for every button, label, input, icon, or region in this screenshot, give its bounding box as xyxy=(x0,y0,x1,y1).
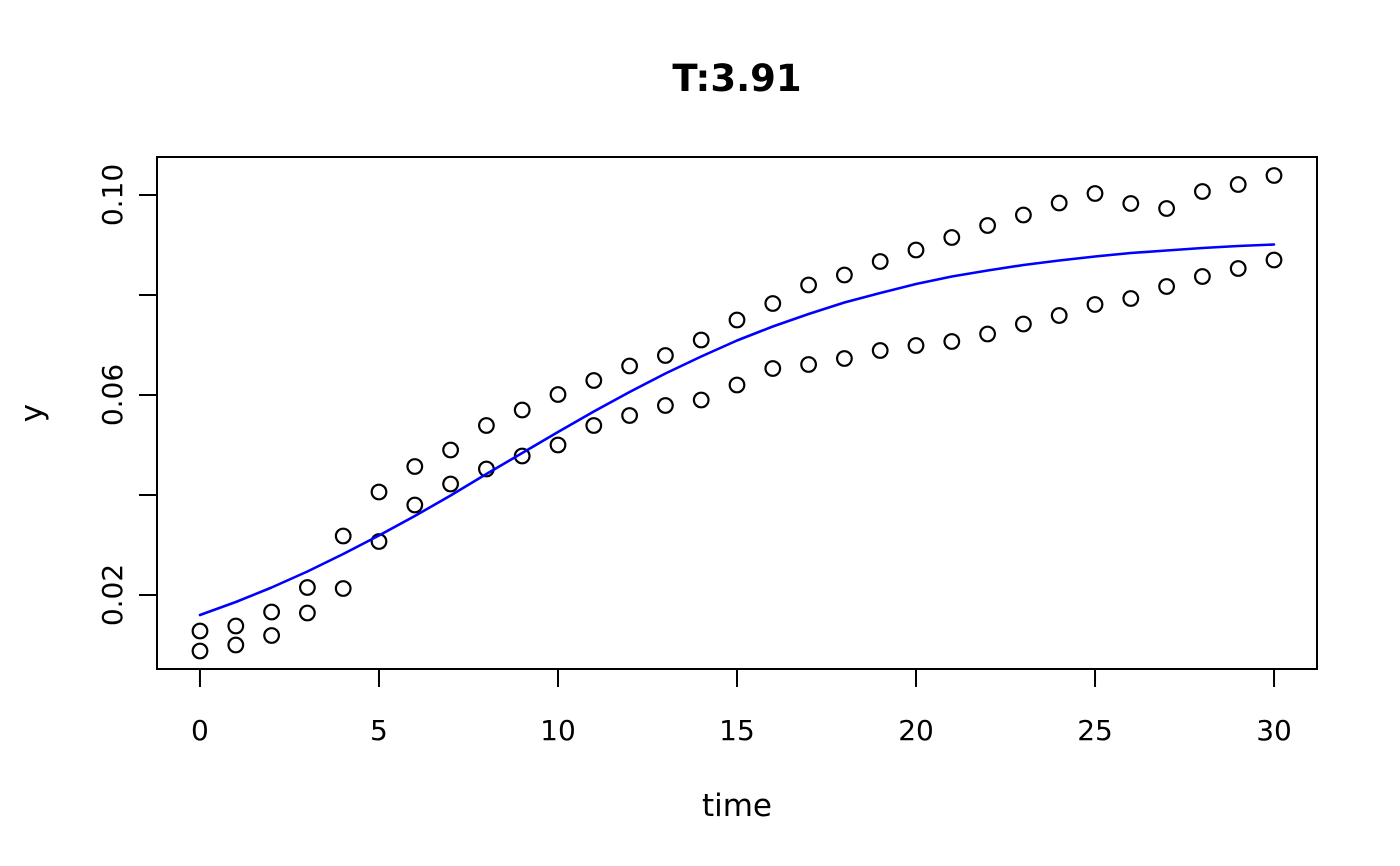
fitted-curve xyxy=(198,243,1276,617)
y-tick-label: 0.02 xyxy=(96,564,129,626)
lower-band-point xyxy=(1086,296,1104,313)
x-tick-label: 20 xyxy=(898,714,934,747)
lower-band-point xyxy=(943,333,961,350)
lower-band-point xyxy=(1158,278,1175,295)
x-tick-label: 0 xyxy=(191,714,209,747)
upper-band-point xyxy=(370,483,388,501)
y-axis-title: y xyxy=(14,404,50,422)
upper-band-point xyxy=(1122,195,1140,212)
x-axis: 0 5 10 15 20 25 30 xyxy=(191,669,1292,747)
lower-band-point xyxy=(1229,260,1247,277)
lower-band-point xyxy=(549,436,567,454)
upper-band-point xyxy=(943,229,961,246)
lower-band-point xyxy=(1050,307,1068,324)
upper-band-point xyxy=(1229,176,1247,193)
lower-band-point xyxy=(1193,268,1211,285)
upper-band-point xyxy=(227,617,245,635)
lower-band-point xyxy=(227,636,245,654)
upper-band-point xyxy=(692,331,710,349)
lower-band-point xyxy=(764,360,782,377)
upper-band-point xyxy=(478,417,495,434)
chart-title: T:3.91 xyxy=(672,57,801,100)
upper-band-point xyxy=(585,372,603,389)
upper-band-point xyxy=(1015,206,1032,224)
lower-band-point xyxy=(1122,290,1140,307)
upper-band-point xyxy=(979,217,996,234)
y-tick-label: 0.10 xyxy=(96,164,129,226)
data-series xyxy=(191,167,1283,660)
upper-band-point xyxy=(299,579,316,596)
upper-band-point xyxy=(1050,194,1068,212)
x-tick-label: 30 xyxy=(1256,714,1292,747)
lower-band-point xyxy=(836,350,853,367)
y-tick-label: 0.06 xyxy=(96,364,129,426)
lower-band-point xyxy=(979,325,996,343)
upper-band-point xyxy=(1158,200,1175,217)
upper-band-point xyxy=(1265,167,1283,184)
y-axis: 0.02 0.06 0.10 xyxy=(96,164,157,626)
upper-band-point xyxy=(513,401,531,419)
upper-band-point xyxy=(657,347,674,364)
upper-band-point xyxy=(800,276,817,294)
upper-band-point xyxy=(334,527,352,545)
lower-band-point xyxy=(728,376,746,394)
lower-band-point xyxy=(621,407,638,424)
x-tick-label: 5 xyxy=(370,714,388,747)
lower-band-point xyxy=(585,417,603,434)
lower-band-point xyxy=(406,496,424,514)
x-tick-label: 10 xyxy=(540,714,576,747)
upper-band-point xyxy=(549,386,567,403)
upper-band-point xyxy=(764,295,782,312)
lower-band-point xyxy=(191,642,209,660)
upper-band-point xyxy=(263,603,281,621)
lower-band-point xyxy=(871,342,889,359)
plot-box xyxy=(156,156,1318,670)
lower-band-point xyxy=(1015,315,1032,333)
lower-band-point xyxy=(692,391,710,409)
upper-band-point xyxy=(728,311,746,329)
lower-band-point xyxy=(907,337,925,354)
lower-band-point xyxy=(334,580,352,597)
upper-band-point xyxy=(1086,185,1104,202)
lower-band-point xyxy=(263,627,281,644)
upper-band-point xyxy=(907,241,925,259)
lower-band-point xyxy=(442,475,460,493)
upper-band-point xyxy=(621,357,638,375)
lower-band-point xyxy=(1265,251,1283,269)
x-axis-title: time xyxy=(702,788,772,824)
upper-band-point xyxy=(191,622,209,640)
x-tick-label: 15 xyxy=(719,714,755,747)
upper-band-point xyxy=(836,266,853,284)
lower-band-point xyxy=(299,604,316,622)
x-tick-label: 25 xyxy=(1077,714,1113,747)
upper-band-point xyxy=(406,458,424,475)
upper-band-point xyxy=(442,441,460,459)
upper-band-point xyxy=(871,253,889,270)
upper-band-point xyxy=(1193,183,1211,200)
lower-band-point xyxy=(657,397,674,414)
lower-band-point xyxy=(800,356,817,373)
